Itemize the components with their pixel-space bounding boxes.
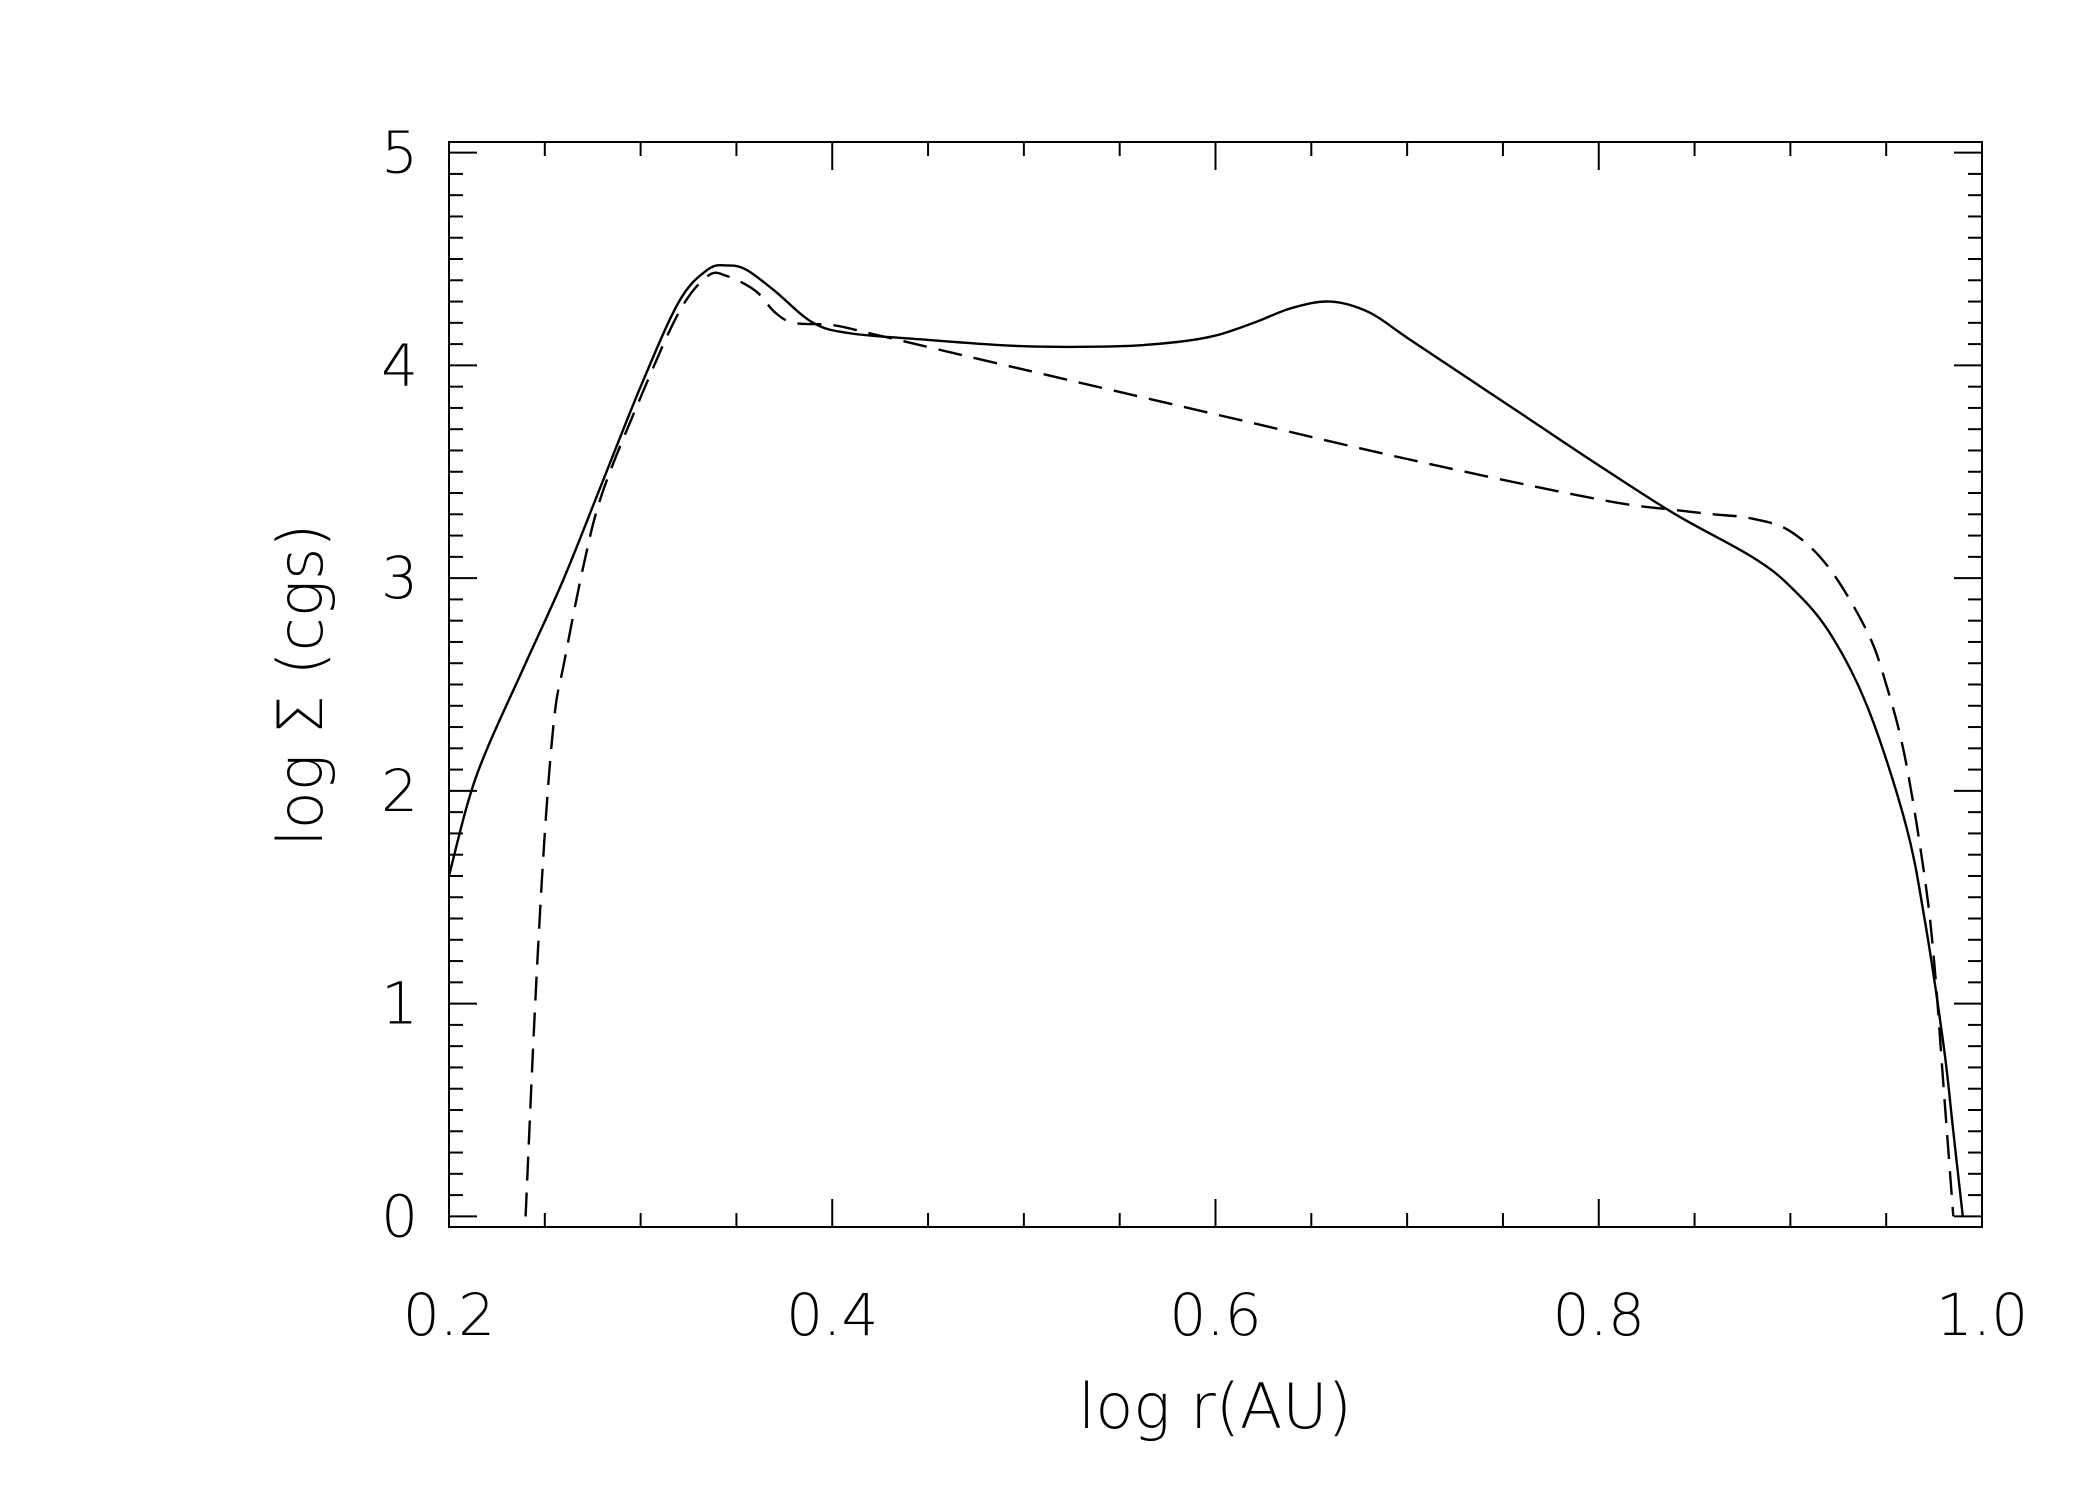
axis-tick-labels: 0.2 0.4 0.6 0.8 1.0 0 1 2 3 4 5 xyxy=(381,119,2028,1349)
series-layer xyxy=(449,263,1964,1217)
x-tick-label: 0.8 xyxy=(1553,1281,1645,1349)
x-tick-label: 1.0 xyxy=(1936,1281,2028,1349)
plot-frame xyxy=(448,141,1983,1228)
x-tick-label: 0.6 xyxy=(1169,1281,1261,1349)
y-tick-label: 3 xyxy=(381,544,418,612)
x-tick-label: 0.2 xyxy=(403,1281,495,1349)
series-dashed-line xyxy=(524,271,1955,1217)
y-tick-label: 0 xyxy=(381,1182,418,1250)
y-axis-label: log Σ (cgs) xyxy=(264,524,337,847)
y-tick-label: 1 xyxy=(381,970,418,1038)
axis-ticks xyxy=(448,142,1983,1227)
series-solid-line xyxy=(449,263,1964,1217)
y-tick-label: 5 xyxy=(381,119,418,187)
y-tick-label: 4 xyxy=(381,331,418,399)
y-tick-label: 2 xyxy=(381,757,418,825)
x-tick-label: 0.4 xyxy=(786,1281,878,1349)
x-axis-label: log r(AU) xyxy=(1078,1370,1352,1443)
